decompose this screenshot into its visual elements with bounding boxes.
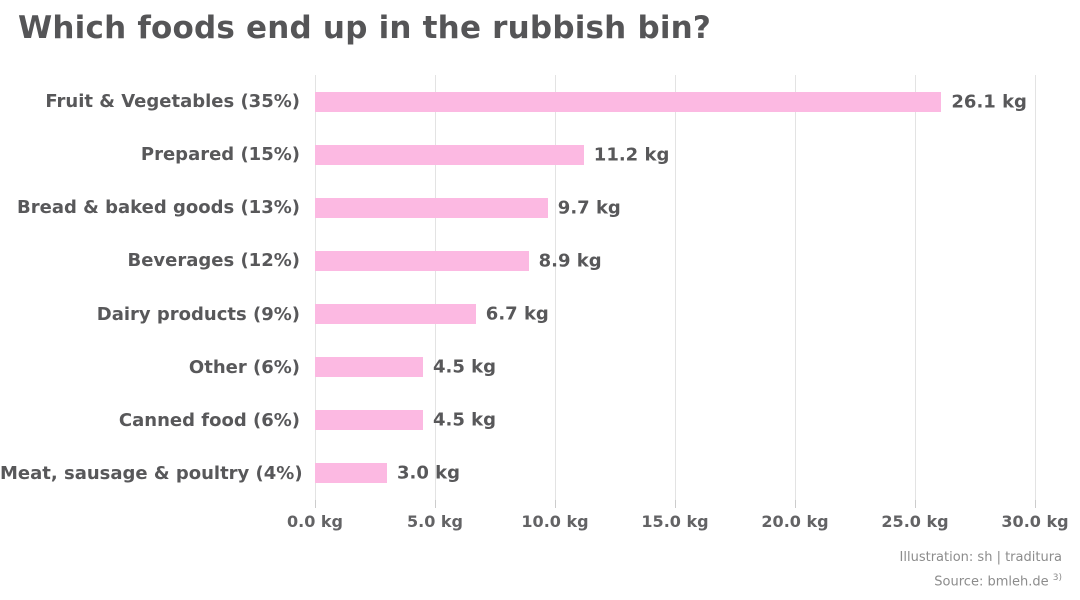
x-axis-tick-label: 10.0 kg — [521, 512, 589, 531]
source-text: Source: bmleh.de — [934, 574, 1049, 589]
x-axis-tick — [555, 500, 556, 508]
x-axis-tick — [435, 500, 436, 508]
x-axis-tick — [675, 500, 676, 508]
gridline — [915, 75, 916, 500]
bar — [315, 197, 548, 218]
chart-row: Dairy products (9%) 6.7 kg — [0, 288, 1080, 341]
chart-row: Bread & baked goods (13%) 9.7 kg — [0, 181, 1080, 234]
bar — [315, 463, 387, 484]
chart-row: Meat, sausage & poultry (4%) 3.0 kg — [0, 447, 1080, 500]
x-axis-tick — [915, 500, 916, 508]
bar-track: 8.9 kg — [315, 234, 1080, 287]
x-axis-tick-label: 25.0 kg — [881, 512, 949, 531]
x-axis-tick-label: 30.0 kg — [1001, 512, 1069, 531]
chart-title: Which foods end up in the rubbish bin? — [18, 10, 712, 46]
x-axis-tick-label: 20.0 kg — [761, 512, 829, 531]
gridline — [675, 75, 676, 500]
gridline — [555, 75, 556, 500]
bar — [315, 250, 529, 271]
source-credit: Source: bmleh.de 3) — [900, 568, 1062, 592]
bar-track: 11.2 kg — [315, 128, 1080, 181]
chart-row: Other (6%) 4.5 kg — [0, 341, 1080, 394]
value-label: 11.2 kg — [593, 144, 670, 166]
x-axis: 0.0 kg 5.0 kg 10.0 kg 15.0 kg 20.0 kg 25.0 kg… — [287, 500, 1080, 545]
chart-row: Prepared (15%) 11.2 kg — [0, 128, 1080, 181]
value-label: 4.5 kg — [433, 409, 497, 431]
x-axis-tick-label: 5.0 kg — [406, 512, 463, 531]
value-label: 26.1 kg — [951, 91, 1027, 113]
illustration-credit: Illustration: sh | traditura — [899, 549, 1062, 565]
category-label: Bread & baked goods (13%) — [17, 197, 300, 219]
x-axis-tick — [795, 500, 796, 508]
category-label: Meat, sausage & poultry (4%) — [0, 462, 303, 484]
value-label: 9.7 kg — [557, 197, 621, 219]
chart-row: Beverages (12%) 8.9 kg — [0, 234, 1080, 287]
gridline — [795, 75, 796, 500]
bar-track: 26.1 kg — [315, 75, 1080, 128]
value-label: 8.9 kg — [538, 250, 602, 272]
x-axis-tick — [1035, 500, 1036, 508]
bar-track: 9.7 kg — [315, 181, 1080, 234]
x-axis-tick — [315, 500, 316, 508]
category-label: Canned food (6%) — [118, 409, 300, 431]
bar — [315, 357, 423, 378]
value-label: 6.7 kg — [485, 303, 549, 325]
x-axis-tick-label: 0.0 kg — [286, 512, 343, 531]
bar-track: 3.0 kg — [315, 447, 1080, 500]
category-label: Other (6%) — [188, 356, 300, 378]
source-footnote: 3) — [1052, 572, 1062, 583]
gridline — [315, 75, 316, 500]
chart-row: Canned food (6%) 4.5 kg — [0, 394, 1080, 447]
chart-row: Fruit & Vegetables (35%) 26.1 kg — [0, 75, 1080, 128]
gridline — [435, 75, 436, 500]
category-label: Beverages (12%) — [127, 250, 300, 272]
bar-track: 4.5 kg — [315, 341, 1080, 394]
bar-rows: Fruit & Vegetables (35%) 26.1 kg Prepared … — [0, 75, 1080, 500]
footer-credits: Illustration: sh | traditura Source: bml… — [900, 547, 1062, 592]
gridline-layer — [315, 75, 1036, 500]
category-label: Dairy products (9%) — [96, 303, 300, 325]
x-axis-tick-label: 15.0 kg — [641, 512, 709, 531]
bar — [315, 304, 476, 325]
bar — [315, 91, 942, 112]
bar — [315, 410, 423, 431]
value-label: 4.5 kg — [433, 356, 497, 378]
value-label: 3.0 kg — [397, 462, 461, 484]
category-label: Fruit & Vegetables (35%) — [45, 91, 300, 113]
gridline — [1035, 75, 1036, 500]
bar — [315, 144, 584, 165]
bar-track: 4.5 kg — [315, 394, 1080, 447]
bar-track: 6.7 kg — [315, 288, 1080, 341]
category-label: Prepared (15%) — [140, 144, 300, 166]
